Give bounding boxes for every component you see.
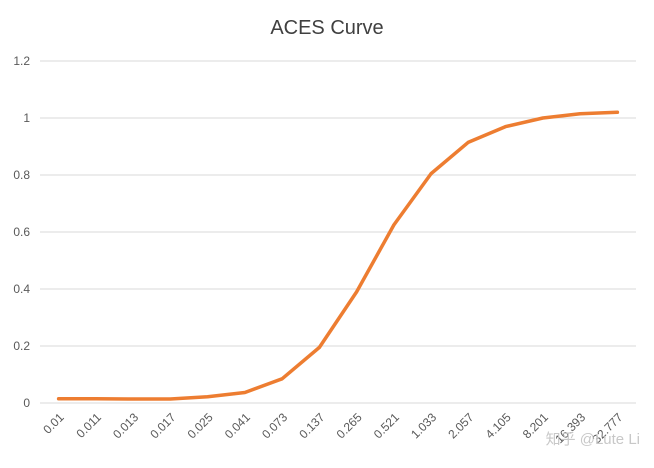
x-tick-label: 0.521: [371, 410, 402, 441]
data-point: [429, 172, 433, 176]
data-point: [466, 140, 470, 144]
data-point: [541, 116, 545, 120]
data-point: [392, 223, 396, 227]
data-point: [578, 112, 582, 116]
x-tick-label: 0.017: [147, 410, 178, 441]
x-tick-label: 0.265: [334, 410, 365, 441]
data-point: [243, 390, 247, 394]
x-tick-label: 0.025: [185, 410, 216, 441]
x-tick-label: 0.011: [73, 410, 104, 441]
chart-title: ACES Curve: [270, 17, 383, 39]
x-tick-label: 0.013: [110, 410, 141, 441]
y-axis-tick-labels: 0 0.2 0.4 0.6 0.8 1 1.2: [13, 54, 30, 410]
x-tick-label: 2.057: [445, 410, 476, 441]
y-tick-label: 0.4: [13, 282, 30, 296]
data-point: [317, 345, 321, 349]
gridlines: [40, 60, 636, 404]
x-tick-label: 0.01: [40, 410, 67, 437]
x-tick-label: 4.105: [483, 410, 514, 441]
series-layer: [56, 110, 620, 401]
data-point: [355, 290, 359, 294]
data-point: [280, 377, 284, 381]
x-tick-label: 1.033: [408, 410, 439, 441]
y-tick-label: 0.2: [13, 339, 30, 353]
x-tick-label: 0.041: [222, 410, 253, 441]
x-tick-label: 0.137: [296, 410, 327, 441]
data-point: [131, 397, 135, 401]
y-tick-label: 0: [23, 396, 30, 410]
y-tick-label: 1: [23, 111, 30, 125]
series-line-0: [56, 110, 620, 401]
data-point: [615, 110, 619, 114]
data-point: [57, 397, 61, 401]
watermark: 知乎 @Lute Li: [546, 431, 640, 448]
x-axis-tick-labels: 0.01 0.011 0.013 0.017 0.025 0.041 0.073 0.137 0…: [40, 410, 625, 446]
data-point: [94, 397, 98, 401]
x-tick-label: 0.073: [259, 410, 290, 441]
y-tick-label: 1.2: [13, 54, 30, 68]
data-point: [168, 397, 172, 401]
y-tick-label: 0.8: [13, 168, 30, 182]
y-tick-label: 0.6: [13, 225, 30, 239]
data-point: [504, 125, 508, 129]
data-point: [206, 395, 210, 399]
